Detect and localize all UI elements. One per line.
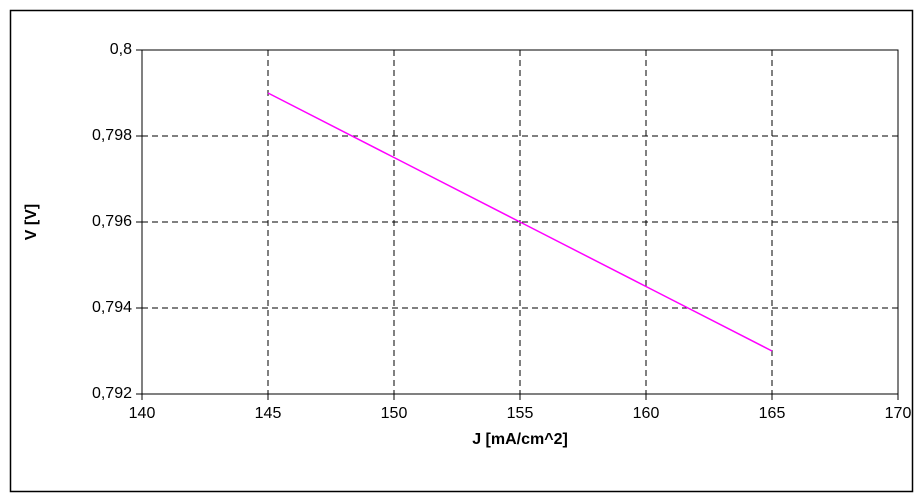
y-tick-label: 0,796 <box>92 213 132 230</box>
x-tick-label: 140 <box>129 405 156 422</box>
x-tick-label: 155 <box>507 405 534 422</box>
chart-border <box>9 9 914 493</box>
x-axis-label: J [mA/cm^2] <box>472 431 568 448</box>
y-tick-label: 0,794 <box>92 299 132 316</box>
y-tick-label: 0,798 <box>92 127 132 144</box>
x-tick-label: 150 <box>381 405 408 422</box>
y-tick-label: 0,8 <box>110 41 132 58</box>
y-axis-label: V [V] <box>23 204 40 240</box>
x-tick-label: 145 <box>255 405 282 422</box>
data-line <box>267 92 773 352</box>
x-tick-label: 160 <box>633 405 660 422</box>
x-tick-label: 165 <box>759 405 786 422</box>
y-tick-label: 0,792 <box>92 385 132 402</box>
x-tick-label: 170 <box>885 405 912 422</box>
plot-area <box>141 49 899 395</box>
